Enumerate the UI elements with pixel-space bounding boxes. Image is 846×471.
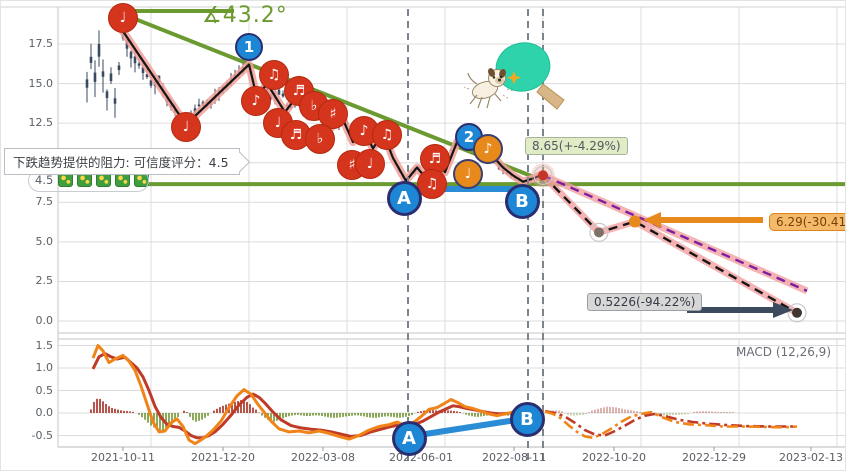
point-marker-B-macd[interactable]: B	[509, 401, 545, 437]
pivot-note-marker[interactable]: ♫	[372, 120, 402, 150]
current-price-label[interactable]: 8.65(+-4.29%)	[525, 137, 628, 155]
pivot-note-marker[interactable]: ♩	[171, 112, 201, 142]
target-mid-price-label[interactable]: 6.29(-30.41%)	[769, 213, 845, 231]
pivot-note-marker[interactable]: ♫	[417, 169, 447, 199]
point-marker-A[interactable]: A	[386, 180, 422, 216]
target-low-price-label[interactable]: 0.5226(-94.22%)	[587, 293, 703, 311]
point-marker-A-macd[interactable]: A	[391, 420, 427, 456]
pivot-note-marker-orange[interactable]: ♩	[453, 159, 483, 189]
confidence-badge	[77, 172, 93, 187]
pivot-note-marker-orange[interactable]: ♪	[473, 134, 503, 164]
resistance-callout[interactable]: 下跌趋势提供的阻力: 可信度评分：4.5	[4, 148, 240, 175]
confidence-rating: 4.5	[35, 172, 150, 187]
pivot-note-marker[interactable]: ♩	[108, 3, 138, 33]
pivot-note-marker[interactable]: ♪	[241, 86, 271, 116]
pivot-note-marker[interactable]: ♩	[355, 149, 385, 179]
confidence-badge	[58, 172, 74, 187]
pivot-note-marker[interactable]: ♭	[305, 124, 335, 154]
confidence-badge	[115, 172, 131, 187]
confidence-score: 4.5	[35, 172, 54, 187]
resistance-callout-text: 下跌趋势提供的阻力: 可信度评分：4.5	[13, 155, 229, 170]
confidence-badge	[96, 172, 112, 187]
pivot-note-marker[interactable]: ♬	[420, 144, 450, 174]
wave-number-marker-1[interactable]: 1	[235, 33, 263, 61]
point-marker-B[interactable]: B	[504, 183, 540, 219]
